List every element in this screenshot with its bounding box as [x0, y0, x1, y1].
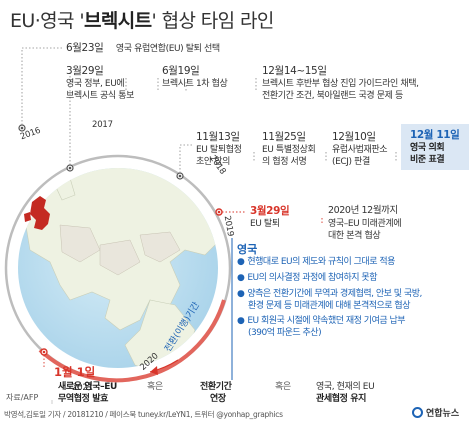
yonhap-logo-icon [412, 407, 423, 418]
event-date: 3월29일 [250, 205, 290, 217]
event-2017-06-19: 6월19일 브렉시트 1차 협상 [162, 64, 228, 90]
leader-lines-red [43, 211, 323, 368]
event-date: 11월13일 [196, 131, 240, 143]
uk-bullet-text: 현행대로 EU의 제도와 규칙이 그대로 적용 [247, 257, 395, 267]
event-2017-03-29: 3월29일 영국 정부, EU에 브렉시트 공식 통보 [66, 64, 134, 102]
final-option-line: 전환기간 [200, 382, 232, 392]
title-prefix: EU·영국 ' [10, 10, 85, 32]
bullet-dot-icon: ● [237, 273, 245, 283]
uk-bullet-text: EU의 의사결정 과정에 참여하지 못함 [247, 273, 377, 283]
uk-bullet-text: EU 회원국 시절에 약속했던 재정 기여금 납부 [247, 316, 406, 326]
event-2018-11-13: 11월13일 EU 탈퇴협정 초안 합의 [196, 130, 242, 168]
uk-map-highlight [24, 196, 50, 230]
final-option-customs: 영국, 현재의 EU 관세협정 유지 [316, 381, 375, 405]
event-date: 3월29일 [66, 65, 104, 77]
final-option-line: 새로운 영국–EU [58, 382, 117, 392]
transition-arrowhead [150, 366, 158, 375]
final-option-line: 영국, 현재의 EU [316, 382, 375, 392]
uk-bullet: ● 현행대로 EU의 제도와 규칙이 그대로 적용 [237, 257, 395, 269]
transition-arc [38, 299, 226, 383]
event-2018-12-10: 12월10일 유럽사법재판소 (ECJ) 판결 [332, 130, 388, 168]
event-2018-12-11: 12월 11일 영국 의회 비준 표결 [410, 128, 460, 166]
final-date: 1월 1일 [54, 365, 96, 379]
final-option-extension: 전환기간 연장 [200, 381, 232, 405]
uk-bullet: ● EU의 의사결정 과정에 참여하지 못함 [237, 273, 377, 285]
event-text: 초안 합의 [196, 157, 230, 167]
bullet-dot-icon: ● [237, 289, 245, 299]
event-date: 6월19일 [162, 65, 200, 77]
event-text: 전환기간 조건, 북아일랜드 국경 문제 등 [262, 91, 403, 101]
yonhap-logo: 연합뉴스 [412, 406, 459, 419]
bullet-dot-icon: ● [237, 316, 245, 326]
event-text: 브렉시트 1차 협상 [162, 79, 228, 89]
final-option-trade-deal: 새로운 영국–EU 무역협정 발효 [58, 381, 117, 405]
final-or-1: 혹은 [147, 382, 163, 392]
event-text: EU 탈퇴 [250, 219, 280, 229]
event-date: 6월23일 [66, 42, 104, 54]
title-highlight: 브렉시트 [83, 10, 152, 32]
event-date: 12월10일 [332, 131, 376, 143]
uk-bullet: ● EU 회원국 시절에 약속했던 재정 기여금 납부 (390억 파운드 추산) [237, 316, 406, 339]
highlight-box [401, 124, 469, 170]
event-text: 브렉시트 공식 통보 [66, 91, 134, 101]
footer-credits: 박영석,김토일 기자 / 20181210 / 페이스북 tuney.kr/Le… [4, 410, 283, 419]
bullet-dot-icon: ● [237, 257, 245, 267]
uk-section-title: 영국 [237, 243, 258, 256]
event-text: 유럽사법재판소 [332, 145, 388, 155]
final-option-line: 관세협정 유지 [316, 394, 367, 404]
event-date: 12월14~15일 [262, 65, 327, 77]
source-credit: 자료/AFP [6, 393, 39, 402]
final-or-2: 혹은 [275, 382, 291, 392]
event-text: EU 탈퇴협정 [196, 145, 242, 155]
event-text: 의 협정 서명 [262, 157, 307, 167]
event-date: 12월 11일 [410, 129, 460, 141]
event-date: 11월25일 [262, 131, 306, 143]
event-date: 2020년 12월까지 [328, 205, 398, 216]
event-text: EU 특별정상회 [262, 145, 316, 155]
event-text: 브렉시트 후반부 협상 진입 가이드라인 채택, [262, 79, 419, 89]
final-option-line: 연장 [210, 394, 226, 404]
final-option-line: 무역협정 발효 [58, 394, 109, 404]
event-text: 영국 의회 [410, 143, 445, 153]
uk-bullet-text: (390억 파운드 추산) [248, 327, 322, 338]
globe-map [18, 168, 218, 368]
leader-lines [21, 47, 397, 173]
event-2019-03-29: 3월29일 EU 탈퇴 [250, 204, 290, 230]
event-text: 영국 유럽연합(EU) 탈퇴 선택 [115, 44, 220, 54]
year-label-2017: 2017 [92, 120, 113, 130]
uk-bullet: ● 양측은 전환기간에 무역과 경제협력, 안보 및 국방, 환경 문제 등 미래관… [237, 289, 422, 312]
page-title: EU·영국 '브렉시트' 협상 타임 라인 [10, 6, 274, 33]
event-text: 영국 정부, EU에 [66, 79, 125, 89]
event-2017-12-14: 12월14~15일 브렉시트 후반부 협상 진입 가이드라인 채택, 전환기간 … [262, 64, 419, 102]
event-2016-06-23: 6월23일 영국 유럽연합(EU) 탈퇴 선택 [66, 41, 220, 55]
year-label-2021: 2021 [72, 383, 93, 393]
uk-bullet-text: 환경 문제 등 미래관계에 대해 본격적으로 협상 [248, 300, 411, 311]
event-text: 비준 표결 [410, 155, 445, 165]
event-2020-12: 2020년 12월까지 영국–EU 미래관계에 대한 본격 협상 [328, 204, 402, 242]
event-text: 대한 본격 협상 [328, 231, 381, 241]
yonhap-logo-text: 연합뉴스 [426, 409, 460, 419]
uk-bullet-text: 양측은 전환기간에 무역과 경제협력, 안보 및 국방, [247, 289, 422, 299]
event-2018-11-25: 11월25일 EU 특별정상회 의 협정 서명 [262, 130, 316, 168]
event-text: 영국–EU 미래관계에 [328, 219, 402, 229]
title-suffix: ' 협상 타임 라인 [151, 10, 275, 32]
event-text: (ECJ) 판결 [332, 157, 370, 167]
